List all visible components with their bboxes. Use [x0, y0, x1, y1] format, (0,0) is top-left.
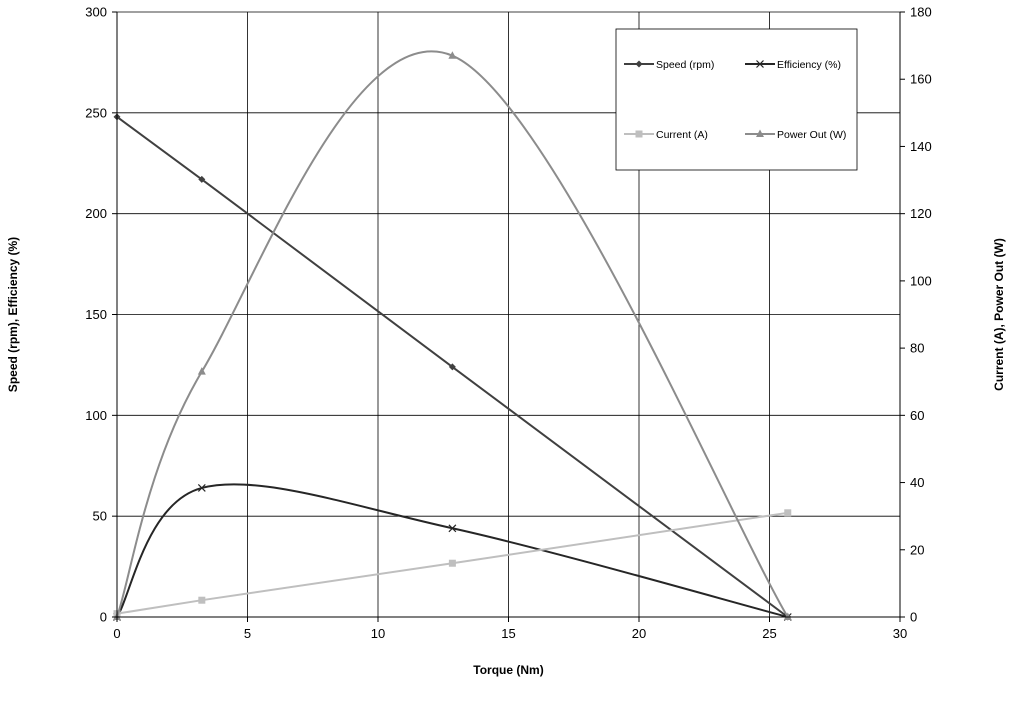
- y-left-tick-label: 0: [100, 610, 107, 625]
- legend-box: [615, 28, 858, 171]
- legend-item: Power Out (W): [745, 129, 846, 141]
- x-tick-label: 20: [632, 626, 646, 641]
- y-right-tick-label: 180: [910, 5, 932, 20]
- y-right-tick-label: 80: [910, 341, 924, 356]
- y-left-tick-label: 300: [85, 5, 107, 20]
- legend-label: Current (A): [656, 129, 708, 141]
- y-right-tick-label: 160: [910, 72, 932, 87]
- x-axis-title: Torque (Nm): [473, 663, 543, 677]
- data-point-square: [448, 559, 456, 567]
- legend: Speed (rpm) Efficiency (%) Current (A) Powe…: [615, 28, 858, 171]
- y-axis-right-title: Current (A), Power Out (W): [992, 238, 1006, 391]
- y-left-tick-label: 100: [85, 408, 107, 423]
- legend-label: Speed (rpm): [656, 59, 714, 71]
- x-tick-label: 15: [501, 626, 515, 641]
- data-point-triangle: [756, 129, 764, 137]
- legend-item: Efficiency (%): [745, 59, 841, 71]
- data-point-square: [635, 130, 643, 138]
- y-right-tick-label: 100: [910, 273, 932, 288]
- y-right-tick-label: 140: [910, 139, 932, 154]
- data-point-x: [448, 524, 457, 533]
- data-point-square: [198, 596, 206, 604]
- y-axis-left-title: Speed (rpm), Efficiency (%): [6, 237, 20, 392]
- x-tick-label: 5: [244, 626, 251, 641]
- axes: 0 5 10 15 20 25 300501001502002503000204060801…: [85, 5, 931, 642]
- series-line: [116, 116, 789, 618]
- data-point-triangle: [197, 367, 206, 375]
- series-layer: [113, 50, 792, 621]
- legend-label: Power Out (W): [777, 129, 846, 141]
- y-left-tick-label: 50: [93, 509, 107, 524]
- series-2: [113, 483, 792, 621]
- series-line: [116, 483, 789, 618]
- y-left-tick-label: 200: [85, 206, 107, 221]
- y-right-tick-label: 120: [910, 206, 932, 221]
- y-left-tick-label: 150: [85, 307, 107, 322]
- data-point-triangle: [783, 612, 792, 620]
- x-tick-label: 10: [371, 626, 385, 641]
- x-tick-label: 30: [893, 626, 907, 641]
- legend-item: Speed (rpm): [624, 59, 714, 71]
- series-1: [113, 113, 792, 621]
- series-line: [116, 50, 789, 618]
- y-right-tick-label: 40: [910, 475, 924, 490]
- series-line: [116, 511, 788, 615]
- legend-item: Current (A): [624, 129, 708, 141]
- data-point-x: [756, 60, 764, 68]
- y-right-tick-label: 20: [910, 542, 924, 557]
- data-point-diamond: [448, 363, 456, 371]
- legend-label: Efficiency (%): [777, 59, 841, 71]
- y-right-tick-label: 0: [910, 610, 917, 625]
- data-point-square: [784, 509, 792, 517]
- data-point-triangle: [448, 51, 457, 59]
- y-left-tick-label: 250: [85, 105, 107, 120]
- series-3: [113, 509, 792, 618]
- data-point-diamond: [635, 60, 643, 68]
- data-point-x: [197, 484, 206, 492]
- data-point-diamond: [198, 175, 206, 183]
- y-right-tick-label: 60: [910, 408, 924, 423]
- x-tick-label: 0: [113, 626, 120, 641]
- series-4: [113, 50, 792, 620]
- x-tick-label: 25: [762, 626, 776, 641]
